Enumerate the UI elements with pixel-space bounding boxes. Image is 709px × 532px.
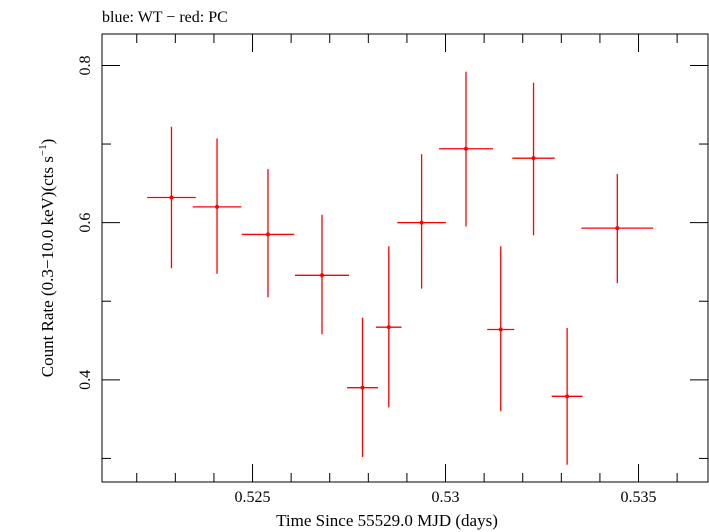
point-marker [531,156,536,161]
point-marker [320,273,325,278]
data-point [147,126,196,269]
point-marker [265,232,270,237]
data-point [347,317,378,457]
point-marker [419,220,424,225]
y-tick-label: 0.6 [77,213,94,233]
data-point [376,246,402,408]
y-tick-label: 0.8 [77,55,94,75]
point-marker [615,226,620,231]
y-axis-label: Count Rate (0.3−10.0 keV)(cts s−1) [37,139,57,378]
y-axis-label-sup: −1 [37,144,49,156]
axis-tick-labels: 0.525 0.53 0.535 0.4 0.6 0.8 [77,55,657,506]
data-point [397,154,446,289]
data-point [581,173,654,284]
point-marker [463,146,468,151]
chart-header-label: blue: WT − red: PC [102,9,228,26]
data-point [487,246,515,412]
data-point [551,327,583,465]
data-point [438,71,494,227]
plot-frame [101,33,709,483]
point-marker [360,385,365,390]
axis-ticks [102,34,708,482]
data-point [192,138,242,274]
data-point [512,82,555,236]
x-tick-label: 0.525 [235,489,271,506]
data-points [147,71,654,465]
point-marker [169,195,174,200]
x-axis-label: Time Since 55529.0 MJD (days) [276,511,498,530]
point-marker [386,325,391,330]
y-axis-label-close: ) [38,139,57,145]
point-marker [565,394,570,399]
point-marker [215,204,220,209]
x-tick-label: 0.535 [621,489,657,506]
data-point [294,214,350,335]
x-tick-label: 0.53 [432,489,460,506]
data-point [241,169,295,298]
point-marker [498,327,503,332]
y-axis-label-main: Count Rate (0.3−10.0 keV)(cts s [38,156,57,377]
y-tick-label: 0.4 [77,370,94,390]
